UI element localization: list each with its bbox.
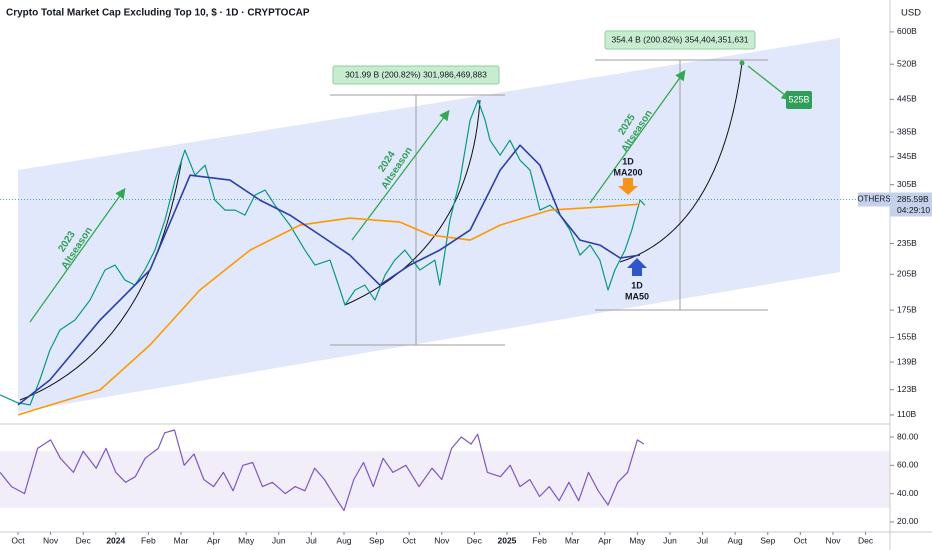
- chart-title: Crypto Total Market Cap Excluding Top 10…: [6, 8, 310, 19]
- ma-label: MA200: [613, 167, 642, 177]
- target-dot: [739, 60, 745, 66]
- x-tick-label: Mar: [174, 535, 189, 545]
- x-tick-label: Dec: [858, 535, 874, 545]
- ma50-arrow: [627, 258, 647, 276]
- series-badge-label: OTHERS: [857, 195, 890, 204]
- series-line: [0, 429, 645, 512]
- series-line: [17, 203, 641, 416]
- y-tick-label: 305B: [897, 179, 917, 189]
- channel: [18, 38, 840, 412]
- x-tick-label: Dec: [467, 535, 483, 545]
- y-tick-label: 80.00: [897, 431, 919, 441]
- x-tick-label: Apr: [207, 535, 220, 545]
- x-tick-label: Mar: [565, 535, 580, 545]
- y-tick-label: 139B: [897, 356, 917, 366]
- x-tick-label: Nov: [434, 535, 450, 545]
- x-tick-label: Nov: [825, 535, 841, 545]
- x-tick-label: Jul: [697, 535, 708, 545]
- countdown: 04:29:10: [897, 205, 930, 215]
- y-tick-label: 345B: [897, 151, 917, 161]
- last-price-label: 285.59B: [897, 194, 929, 204]
- x-tick-label: Jun: [663, 535, 677, 545]
- y-tick-label: 155B: [897, 332, 917, 342]
- x-tick-label: Aug: [336, 535, 351, 545]
- y-tick-label: 385B: [897, 126, 917, 136]
- y-tick-label: 520B: [897, 58, 917, 68]
- price-plot: [0, 99, 646, 416]
- x-tick-label: 2024: [106, 535, 125, 545]
- series-badge: [858, 192, 890, 207]
- x-tick-label: Sep: [369, 535, 384, 545]
- y-tick-label: 40.00: [897, 488, 919, 498]
- x-tick-label: May: [238, 535, 255, 545]
- x-tick-label: Apr: [598, 535, 611, 545]
- season-arrows: [29, 65, 793, 323]
- x-tick-label: May: [629, 535, 646, 545]
- measure-label: 354.4 B (200.82%) 354,404,351,631: [611, 34, 748, 44]
- measure-lines: [330, 59, 768, 346]
- ma-label: 1D: [622, 156, 634, 166]
- x-tick-label: Feb: [532, 535, 547, 545]
- y-tick-label: 20.00: [897, 516, 919, 526]
- x-tick-label: 2025: [498, 535, 517, 545]
- y-tick-label: 175B: [897, 304, 917, 314]
- x-tick-label: Jun: [272, 535, 286, 545]
- x-tick-label: Nov: [43, 535, 59, 545]
- measure-box: [332, 65, 500, 85]
- last-price-badge: [890, 192, 932, 217]
- x-tick-label: Jul: [306, 535, 317, 545]
- x-tick-label: Oct: [403, 535, 417, 545]
- x-tick-label: Aug: [728, 535, 743, 545]
- y-tick-label: 60.00: [897, 460, 919, 470]
- ma-label: 1D: [631, 280, 643, 290]
- y-tick-label: 445B: [897, 94, 917, 104]
- y-tick-label: 600B: [897, 26, 917, 36]
- ma200-arrow: [618, 178, 638, 195]
- x-tick-label: Feb: [141, 535, 156, 545]
- y-tick-label: 235B: [897, 238, 917, 248]
- x-tick-label: Dec: [76, 535, 92, 545]
- target-label: 525B: [788, 94, 809, 104]
- target-box: [786, 91, 812, 109]
- y-tick-label: 110B: [897, 409, 917, 419]
- x-tick-label: Oct: [794, 535, 808, 545]
- currency: USD: [901, 8, 921, 19]
- series-line: [17, 144, 641, 406]
- y-tick-label: 205B: [897, 269, 917, 279]
- ma-label: MA50: [625, 291, 649, 301]
- x-tick-label: Sep: [760, 535, 775, 545]
- rsi-plot: [0, 429, 890, 512]
- measure-box: [604, 30, 756, 50]
- projection-arcs: [19, 62, 743, 401]
- y-tick-label: 123B: [897, 384, 917, 394]
- measure-label: 301.99 B (200.82%) 301,986,469,883: [345, 69, 487, 79]
- x-tick-label: Oct: [11, 535, 25, 545]
- rsi-band: [0, 451, 890, 508]
